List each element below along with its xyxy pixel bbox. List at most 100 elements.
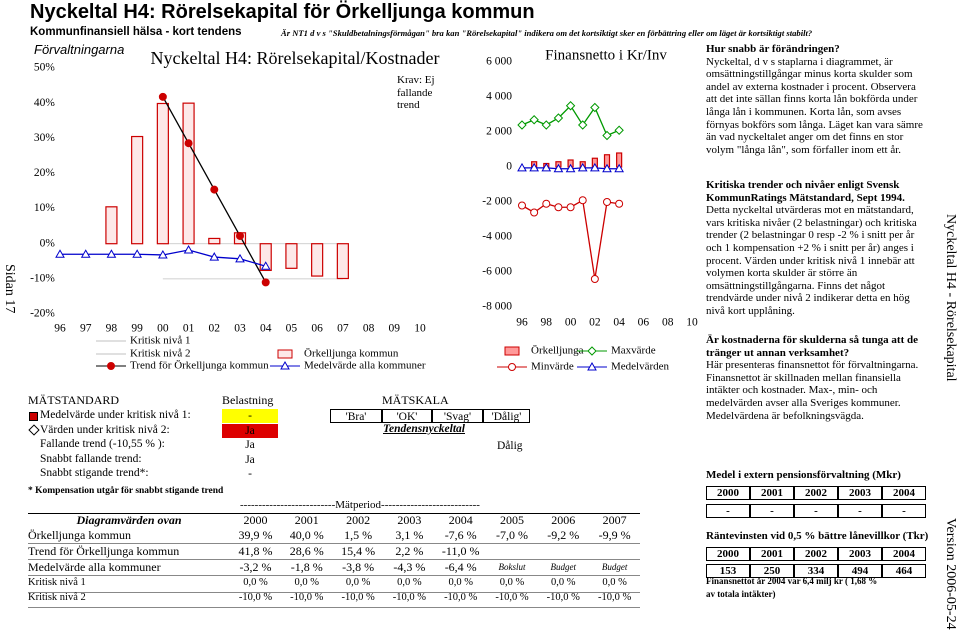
x-tick-label: 96 <box>54 323 66 335</box>
row-label: Medelvärde alla kommuner <box>28 560 161 574</box>
mat-load: - <box>248 468 252 480</box>
legend-swatch <box>504 346 520 356</box>
year: 2007 <box>602 513 627 527</box>
y-tick-label: -20% <box>30 308 55 320</box>
marker <box>529 115 539 125</box>
annotation: Krav: Ej fallande trend <box>397 74 435 111</box>
scale-label: Tendensnyckeltal <box>383 423 465 435</box>
marker <box>602 130 612 141</box>
year: 2002 <box>794 547 838 561</box>
y-tick-label: 50% <box>34 62 56 74</box>
legend-label: Kritisk nivå 2 <box>130 348 191 360</box>
bar <box>182 102 195 245</box>
cell: 0,0 % <box>551 577 576 588</box>
load-header: Belastning <box>222 393 274 407</box>
bar <box>285 243 298 269</box>
x-tick-label: 96 <box>516 317 528 329</box>
cell: -7,0 % <box>496 528 528 542</box>
cell: 0,0 % <box>294 577 320 588</box>
chart-title: Nyckeltal H4: Rörelsekapital/Kostnader <box>151 48 440 68</box>
cell: -3,8 % <box>342 560 375 574</box>
rule <box>28 543 640 544</box>
year: 2006 <box>551 513 576 527</box>
marker <box>578 120 588 130</box>
cell: - <box>838 504 882 518</box>
year: 2001 <box>750 547 794 561</box>
marker <box>517 120 527 130</box>
year: 2000 <box>706 486 750 500</box>
note: Finansnettot år 2004 var 6,4 milj kr ( 1… <box>706 576 878 586</box>
row-label: Kritisk nivå 2 <box>28 592 86 603</box>
marker <box>614 125 624 135</box>
bar <box>208 237 221 245</box>
y-tick-label: 0% <box>40 237 56 249</box>
cell: 15,4 % <box>341 544 376 558</box>
legend-label: Medelvärden <box>611 361 670 373</box>
y-tick-label: 30% <box>34 132 56 144</box>
x-tick-label: 04 <box>613 317 625 329</box>
x-tick-label: 08 <box>363 323 375 335</box>
marker <box>577 162 588 172</box>
marker <box>565 101 576 111</box>
table-title: Medel i extern pensionsförvaltning (Mkr) <box>706 469 901 481</box>
cell: -10,0 % <box>238 592 273 603</box>
x-tick-label: 97 <box>80 323 92 335</box>
heading: Kritiska trender och nivåer enligt Svens… <box>706 179 905 204</box>
cell: -1,8 % <box>290 560 323 574</box>
x-tick-label: 05 <box>286 323 298 335</box>
cell: 494 <box>838 564 882 578</box>
chart-title: Finansnetto i Kr/Inv <box>545 47 667 63</box>
marker <box>157 249 168 259</box>
year: 2001 <box>294 513 319 527</box>
x-tick-label: 98 <box>541 317 553 329</box>
bar <box>156 102 169 245</box>
rule <box>28 607 640 608</box>
year: 2002 <box>794 486 838 500</box>
x-tick-label: 00 <box>565 317 577 329</box>
marker <box>184 139 193 148</box>
cell: 250 <box>750 564 794 578</box>
marker <box>80 249 91 258</box>
x-tick-label: 08 <box>662 317 674 329</box>
year: 2003 <box>838 486 882 500</box>
footnote: * Kompensation utgår för snabbt stigande… <box>28 486 224 496</box>
bar <box>259 243 272 272</box>
year: 2000 <box>706 547 750 561</box>
year: 2004 <box>882 486 926 500</box>
y-tick-label: 10% <box>34 202 56 214</box>
x-tick-label: 06 <box>311 323 323 335</box>
scale-box: 'Dålig' <box>483 409 530 423</box>
marker <box>587 361 597 371</box>
marker <box>235 253 245 263</box>
scale-box: 'Bra' <box>330 409 382 423</box>
legend-label: Trend för Örkelljunga kommun <box>130 360 269 372</box>
marker <box>518 201 526 210</box>
year: 2003 <box>397 513 422 527</box>
marker <box>236 231 244 240</box>
marker <box>280 360 290 370</box>
cell: - <box>882 504 926 518</box>
cell: 334 <box>794 564 838 578</box>
marker <box>183 245 194 254</box>
cell: 1,5 % <box>344 528 373 542</box>
year: 2004 <box>448 513 473 527</box>
scale-title: MÄTSKALA <box>382 393 449 407</box>
x-tick-label: 98 <box>106 323 118 335</box>
legend-label: Maxvärde <box>611 345 656 357</box>
cell: Bokslut <box>498 562 526 572</box>
cell: 464 <box>882 564 926 578</box>
y-tick-label: -8 000 <box>482 301 512 313</box>
y-tick-label: 40% <box>34 97 56 109</box>
x-tick-label: 03 <box>234 323 246 335</box>
y-tick-label: 6 000 <box>486 56 512 68</box>
y-tick-label: -4 000 <box>482 231 512 243</box>
x-tick-label: 00 <box>157 323 169 335</box>
marker <box>106 249 117 258</box>
marker <box>261 278 270 287</box>
cell: - <box>794 504 838 518</box>
body: Nyckeltal, d v s staplarna i diagrammet,… <box>706 55 923 156</box>
mat-load: Ja <box>245 439 255 451</box>
legend-label: Örkelljunga kommun <box>304 348 399 360</box>
mat-load: Ja <box>222 423 278 438</box>
body: Här presenteras finansnettot för förvalt… <box>706 359 919 422</box>
